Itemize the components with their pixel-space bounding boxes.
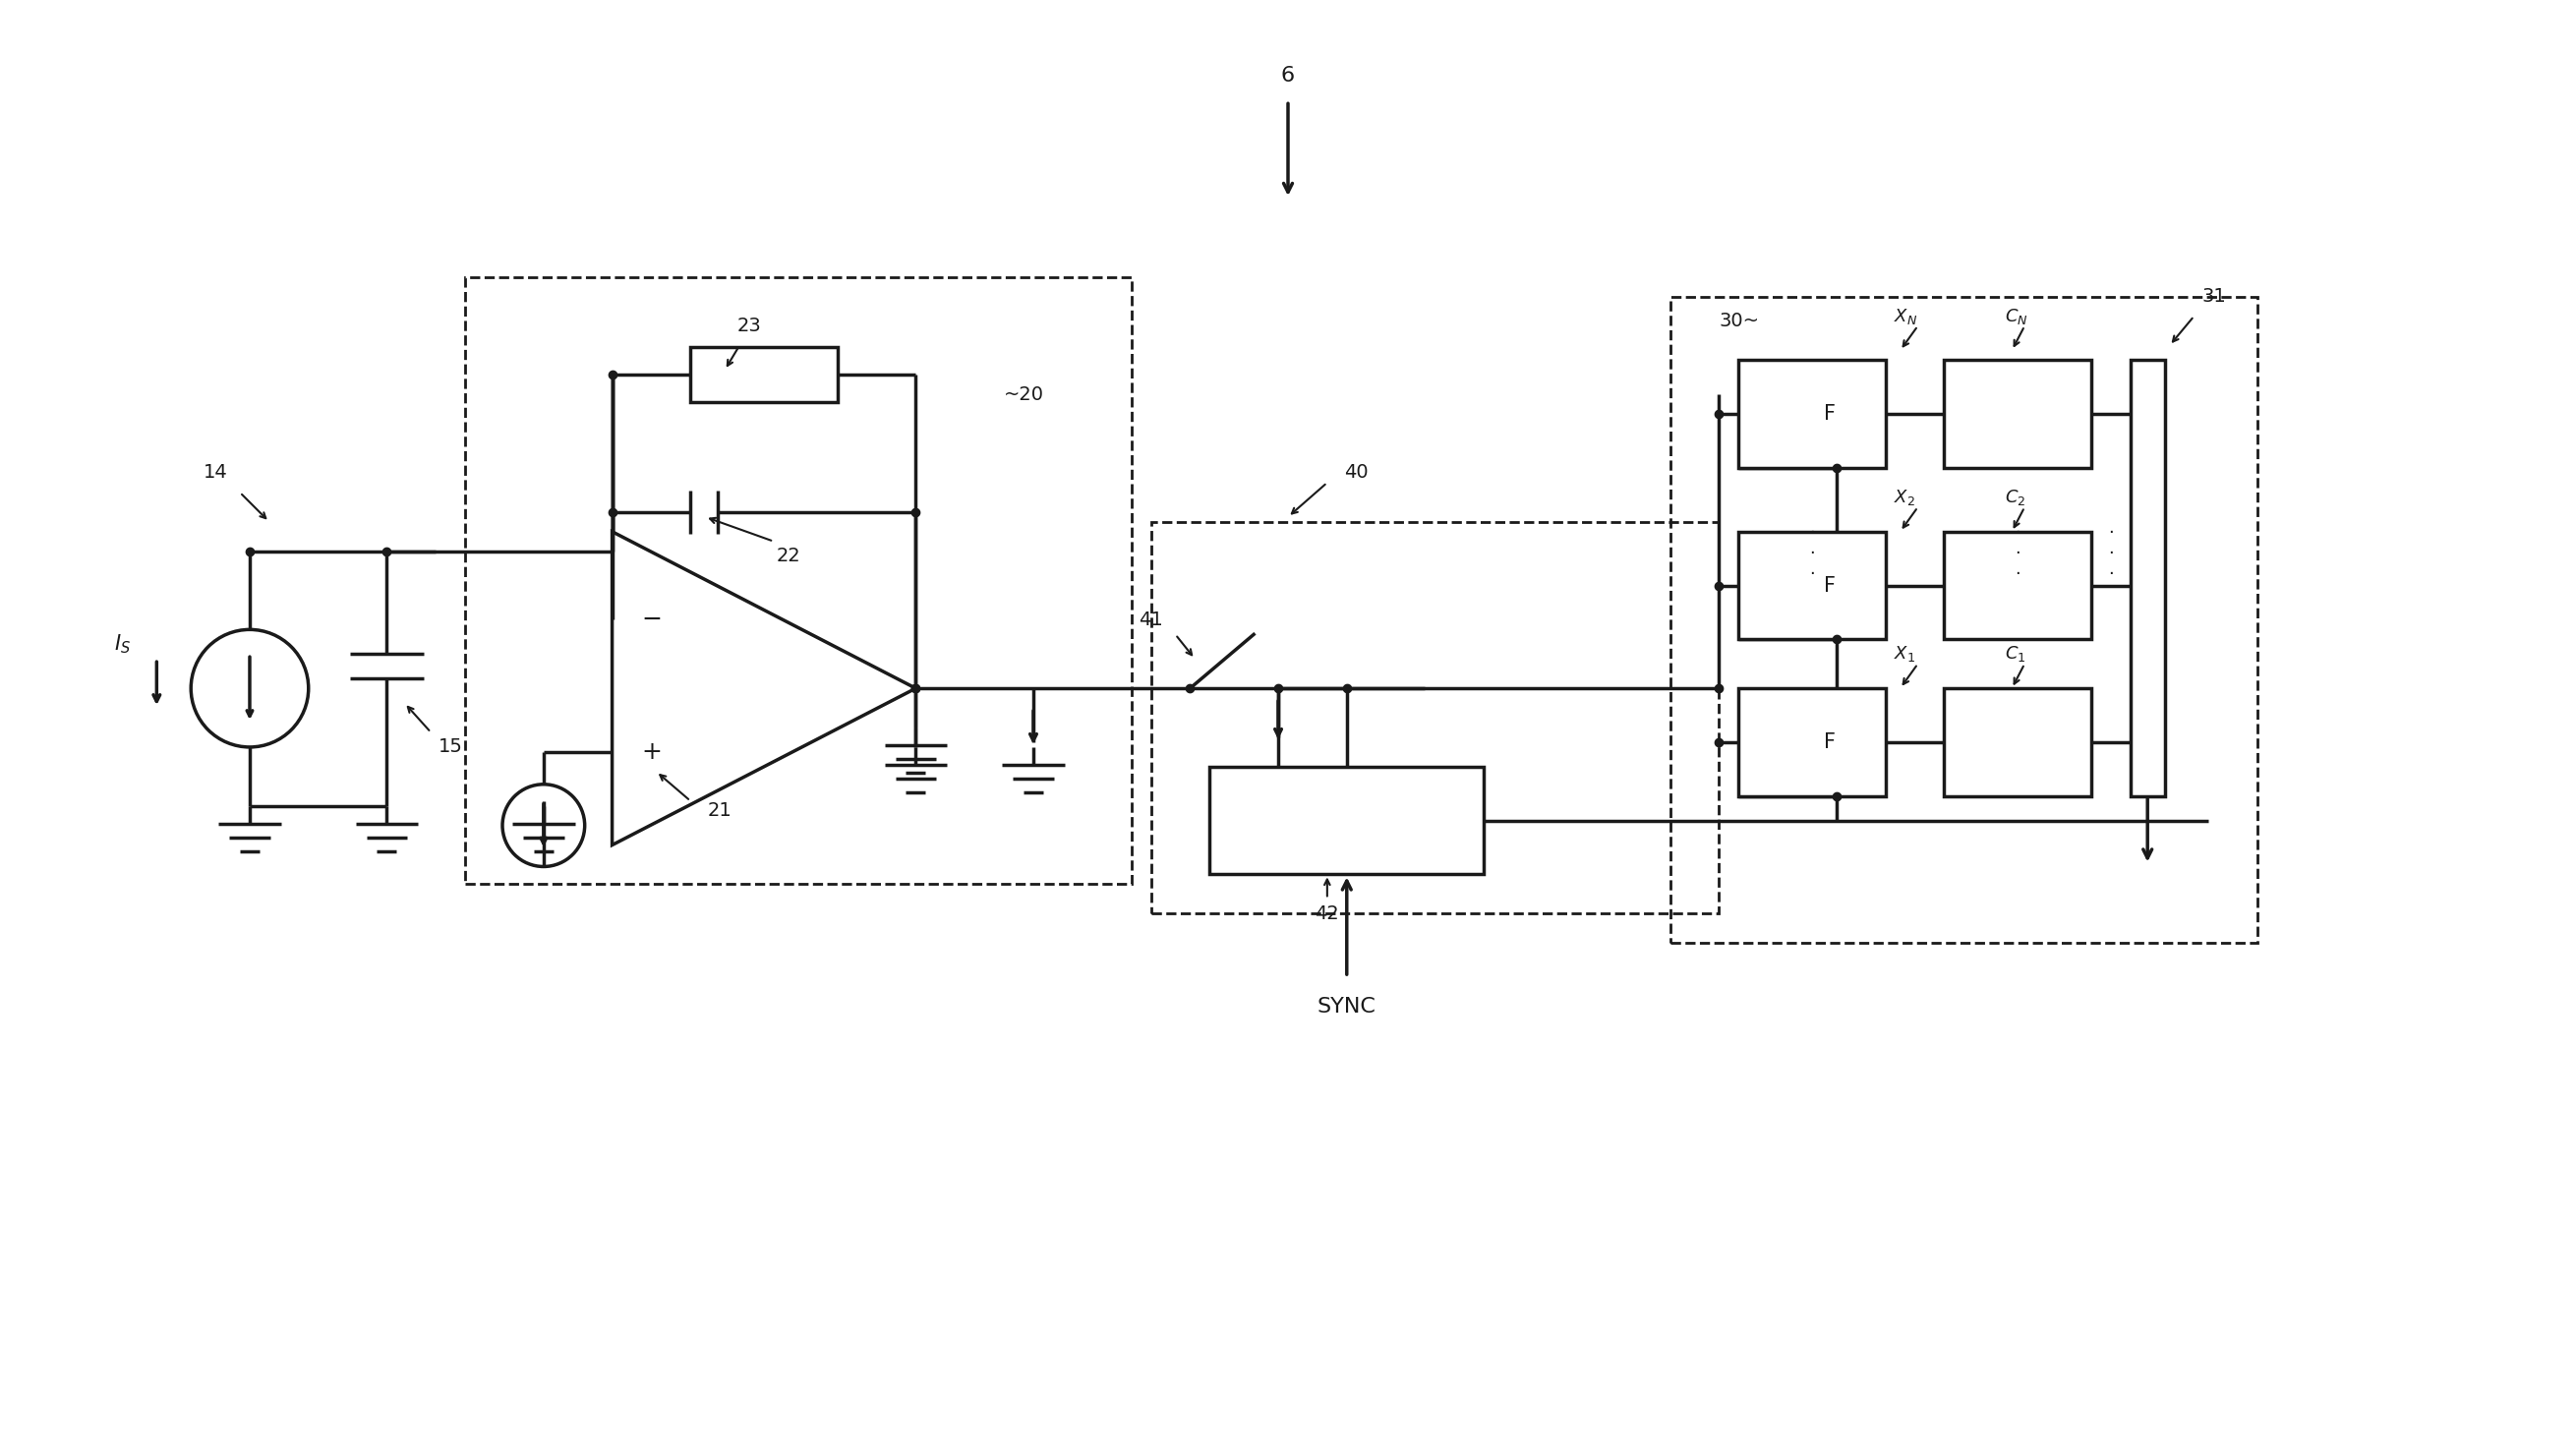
- Text: ·
·
·: · · ·: [2014, 524, 2020, 583]
- Bar: [1945, 531, 2092, 639]
- Bar: [1739, 531, 1886, 639]
- Text: 30~: 30~: [1718, 311, 1759, 330]
- Bar: [1669, 297, 2257, 943]
- Bar: [1945, 361, 2092, 469]
- Text: $I_S$: $I_S$: [113, 633, 131, 656]
- Bar: [466, 276, 1131, 885]
- Text: $X_2$: $X_2$: [1893, 487, 1914, 508]
- Text: 15: 15: [438, 738, 464, 757]
- Text: 41: 41: [1139, 611, 1162, 629]
- Text: $C_2$: $C_2$: [2004, 487, 2025, 508]
- Text: F: F: [1824, 732, 1837, 752]
- Text: +: +: [641, 741, 662, 764]
- Text: $C_N$: $C_N$: [2004, 307, 2027, 326]
- Bar: [1739, 688, 1886, 796]
- Bar: [1151, 522, 1718, 914]
- Bar: [1739, 361, 1886, 469]
- Text: ·
·
·: · · ·: [2107, 524, 2115, 583]
- Text: F: F: [1824, 404, 1837, 423]
- Text: ~20: ~20: [1005, 386, 1043, 404]
- Text: 31: 31: [2202, 287, 2226, 306]
- Text: 22: 22: [775, 547, 801, 566]
- Bar: [2130, 361, 2164, 796]
- Text: $X_1$: $X_1$: [1893, 645, 1914, 663]
- Bar: [1945, 688, 2092, 796]
- Bar: [1211, 767, 1484, 874]
- Text: SYNC: SYNC: [1316, 997, 1376, 1017]
- Text: F: F: [1824, 576, 1837, 595]
- Bar: [690, 348, 837, 403]
- Text: 6: 6: [1280, 67, 1296, 86]
- Text: −: −: [641, 608, 662, 631]
- Text: ·
·
·: · · ·: [1808, 524, 1816, 583]
- Text: 23: 23: [737, 317, 762, 335]
- Text: 42: 42: [1314, 904, 1340, 922]
- Text: $C_1$: $C_1$: [2004, 645, 2027, 663]
- Text: 14: 14: [204, 464, 227, 482]
- Text: 40: 40: [1345, 464, 1368, 482]
- Text: $X_N$: $X_N$: [1893, 307, 1917, 326]
- Text: 21: 21: [708, 802, 732, 821]
